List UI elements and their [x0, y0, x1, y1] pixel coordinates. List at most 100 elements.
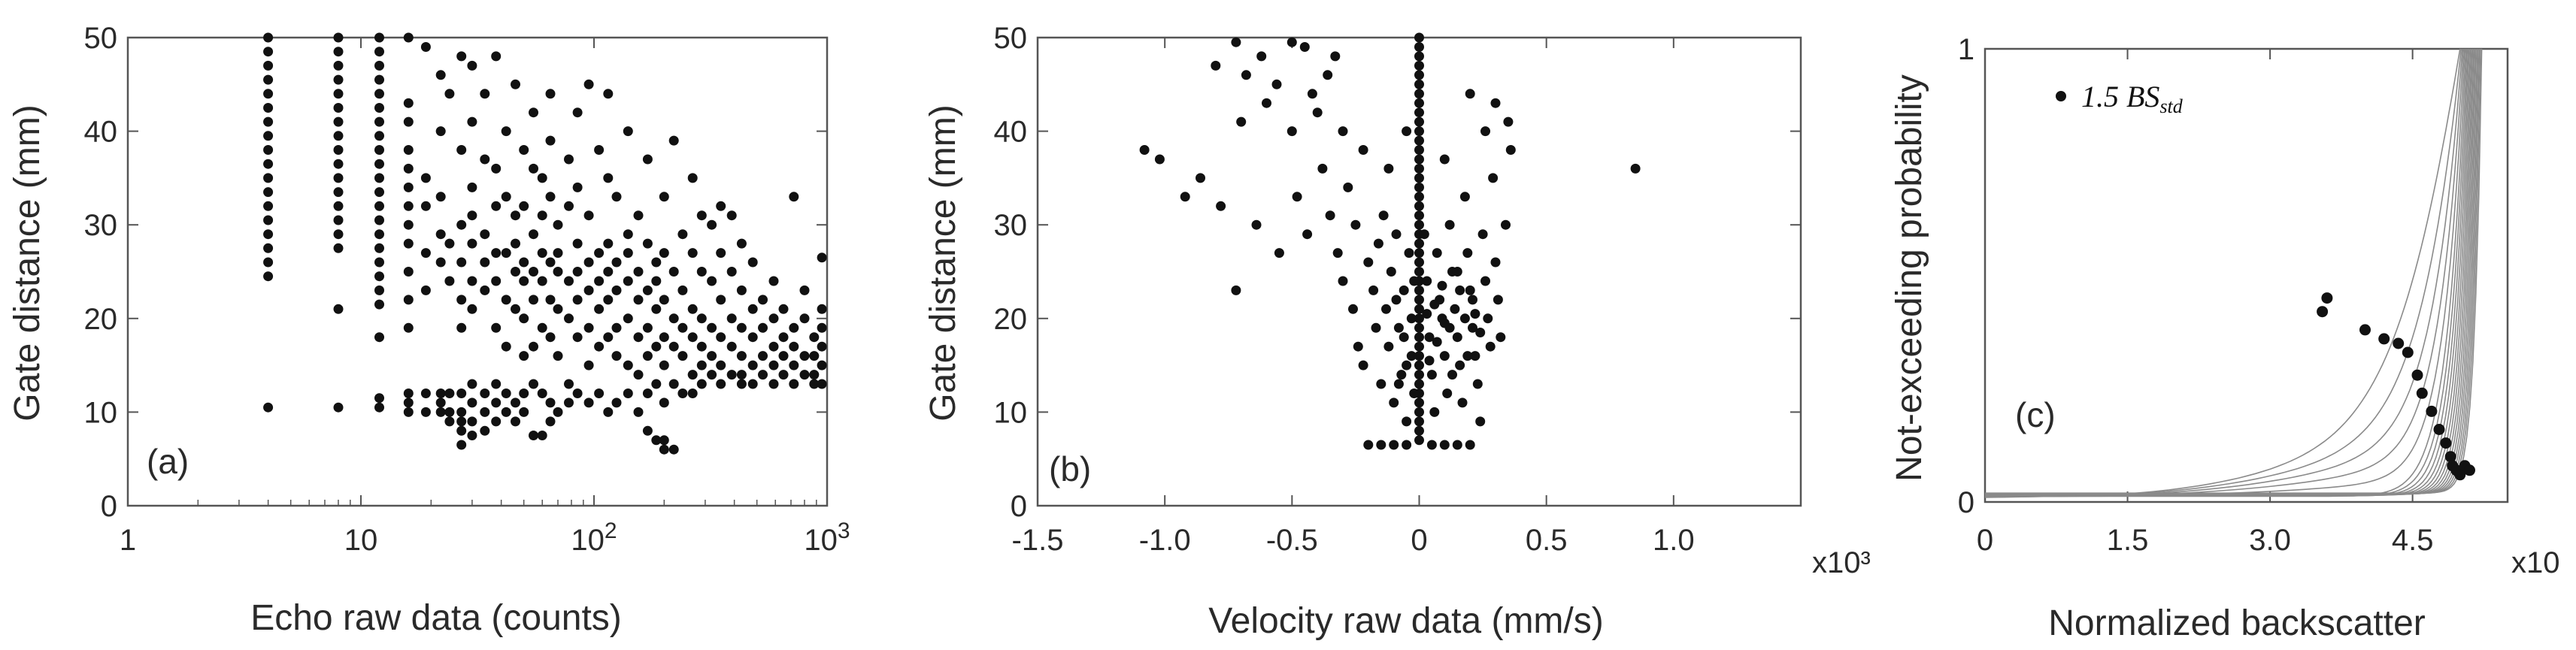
panel-b-point [1376, 440, 1386, 450]
panel-b-point [1414, 351, 1424, 361]
panel-b-point [1414, 201, 1424, 211]
panel-a-point [333, 173, 344, 183]
panel-a-point [545, 192, 556, 202]
panel-b-point [1422, 276, 1432, 286]
panel-a-point [263, 60, 274, 71]
panel-a-label: (a) [147, 442, 189, 481]
panel-a-point [687, 370, 698, 380]
panel-a-point [333, 89, 344, 99]
panel-a-point [687, 304, 698, 314]
panel-a-point [456, 407, 467, 417]
panel-a-point [519, 201, 529, 211]
panel-c-marker [2444, 451, 2456, 463]
panel-a-point [716, 332, 726, 343]
panel-a-point [456, 295, 467, 305]
panel-c-curve [1985, 48, 2468, 497]
panel-a-point [572, 267, 583, 277]
panel-a-point [642, 351, 653, 361]
panel-a-point [519, 257, 529, 268]
panel-a-point [623, 388, 633, 398]
panel-a-point [736, 238, 747, 249]
panel-a-point [511, 238, 520, 249]
panel-b-xtick-label: 1.0 [1653, 524, 1695, 557]
panel-a-point [677, 229, 688, 240]
panel-a-point [809, 370, 820, 380]
panel-a-point [747, 360, 758, 370]
panel-c-curve [1984, 48, 2462, 498]
panel-a-point [553, 267, 563, 277]
panel-a-point [491, 398, 502, 408]
panel-a-point [564, 379, 574, 389]
panel-b-point [1439, 154, 1450, 165]
panel-b-point [1475, 328, 1486, 337]
panel-b-xtick-label: 0 [1411, 524, 1427, 557]
panel-a-point [545, 416, 556, 427]
panel-a-point [747, 304, 758, 314]
panel-b-point [1376, 379, 1386, 389]
panel-b-point [1414, 379, 1424, 389]
panel-c-probability-curves: Not-exceeding probability Normalized bac… [1890, 33, 2560, 643]
panel-a-point [491, 163, 502, 174]
panel-a-point [545, 135, 556, 146]
panel-b-point [1455, 360, 1465, 370]
panel-b-point [1442, 388, 1453, 398]
panel-a-point [456, 425, 467, 436]
panel-a-point [263, 32, 274, 43]
panel-b-point [1452, 332, 1462, 343]
panel-a-point [799, 313, 810, 324]
panel-a-point [747, 379, 758, 389]
panel-a-point [651, 276, 662, 286]
panel-a-point [435, 70, 446, 80]
panel-a-point [603, 332, 614, 343]
panel-b-point [1256, 51, 1267, 62]
panel-c-marker [2454, 469, 2466, 481]
panel-a-point [467, 398, 477, 408]
panel-a-point [768, 379, 779, 389]
panel-a-point [716, 360, 726, 370]
panel-b-point [1470, 309, 1480, 319]
panel-a-point [501, 248, 511, 258]
panel-a-point [480, 285, 490, 295]
panel-b-point [1409, 388, 1420, 398]
panel-a-point [403, 98, 414, 108]
panel-a-point [651, 379, 662, 389]
panel-b-point [1414, 60, 1424, 71]
panel-b-point [1292, 192, 1302, 202]
panel-a-point [374, 47, 384, 57]
panel-a-point [659, 295, 669, 305]
panel-c-curve [1985, 48, 2469, 497]
panel-a-ytick-label: 50 [84, 22, 118, 55]
panel-a-point [726, 313, 737, 324]
panel-c-curve [1985, 48, 2477, 495]
panel-b-ytick-label: 20 [994, 303, 1028, 336]
panel-a-point [594, 145, 605, 155]
panel-a-point [651, 435, 662, 446]
panel-b-point [1414, 322, 1424, 333]
panel-b-point [1462, 248, 1473, 258]
panel-a-point [726, 370, 737, 380]
panel-b-point [1493, 295, 1503, 305]
panel-b-point [1317, 163, 1328, 174]
panel-a-point [333, 131, 344, 141]
panel-a-point [491, 276, 502, 286]
panel-b-point [1307, 89, 1317, 99]
panel-b-point [1426, 370, 1437, 380]
panel-b-point [1216, 201, 1226, 211]
panel-a-point [726, 210, 737, 221]
panel-b-point [1465, 440, 1475, 450]
panel-a-point [583, 285, 594, 295]
panel-a-point [403, 201, 414, 211]
panel-c-curve [1984, 48, 2463, 498]
panel-b-point [1414, 42, 1424, 52]
panel-b-point [1485, 341, 1496, 352]
panel-a-point [817, 379, 827, 389]
panel-b-point [1381, 304, 1391, 314]
panel-a-point [374, 243, 384, 253]
panel-a-point [403, 267, 414, 277]
panel-a-point [403, 163, 414, 174]
panel-b-point [1386, 267, 1396, 277]
panel-c-marker [2359, 324, 2371, 336]
panel-b-point [1472, 379, 1483, 389]
panel-a-point [435, 229, 446, 240]
panel-a-point [545, 332, 556, 343]
